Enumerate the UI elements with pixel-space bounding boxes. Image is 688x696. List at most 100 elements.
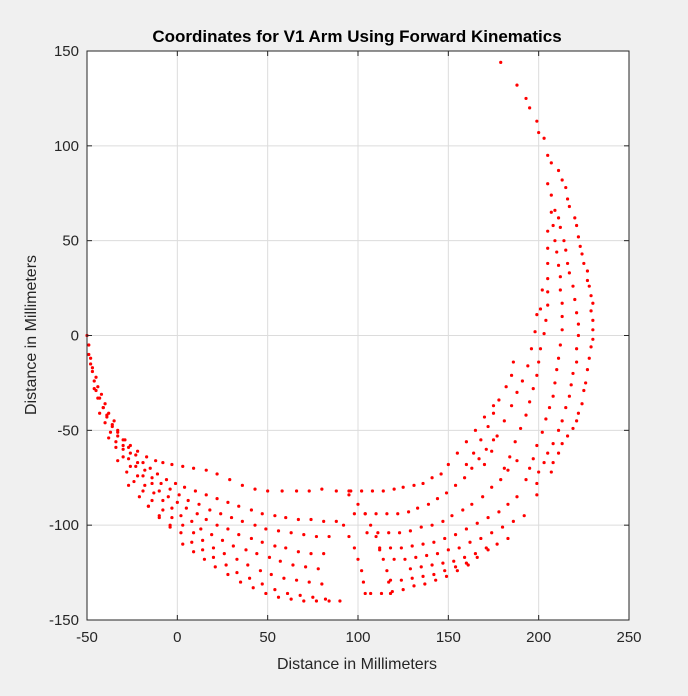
data-point bbox=[450, 514, 454, 518]
data-point bbox=[96, 396, 100, 400]
data-point bbox=[479, 536, 483, 541]
data-point bbox=[224, 563, 228, 567]
data-point bbox=[410, 544, 414, 548]
data-point bbox=[369, 591, 373, 596]
data-point bbox=[571, 284, 575, 288]
data-point bbox=[486, 515, 490, 520]
data-point bbox=[388, 591, 393, 596]
data-point bbox=[387, 580, 391, 584]
x-axis-label: Distance in Millimeters bbox=[277, 656, 437, 673]
data-point bbox=[531, 457, 535, 461]
data-point bbox=[504, 385, 508, 389]
data-point bbox=[580, 252, 584, 256]
data-point bbox=[556, 428, 561, 432]
data-point bbox=[311, 595, 315, 599]
data-point bbox=[87, 343, 91, 347]
data-point bbox=[376, 531, 380, 535]
data-point bbox=[125, 470, 129, 474]
data-point bbox=[157, 489, 161, 493]
data-point bbox=[495, 434, 499, 438]
data-point bbox=[511, 360, 515, 364]
data-point bbox=[564, 185, 568, 190]
data-point bbox=[490, 485, 494, 489]
data-point bbox=[323, 597, 328, 601]
x-axis-ticks: -50 0 50 100 150 200 250 bbox=[76, 51, 642, 646]
data-point bbox=[397, 531, 402, 535]
data-point bbox=[524, 478, 528, 482]
data-point bbox=[134, 464, 138, 468]
data-point bbox=[170, 462, 174, 467]
data-point bbox=[555, 250, 559, 254]
data-point bbox=[121, 443, 125, 448]
data-point bbox=[246, 563, 250, 567]
data-point bbox=[549, 161, 553, 165]
data-point bbox=[201, 548, 205, 552]
data-point bbox=[89, 362, 93, 366]
data-point bbox=[553, 208, 557, 212]
data-point bbox=[537, 360, 541, 364]
data-point bbox=[238, 580, 243, 584]
data-point bbox=[150, 498, 154, 503]
data-point bbox=[455, 451, 459, 455]
data-point bbox=[190, 519, 194, 523]
data-point bbox=[419, 525, 423, 529]
y-tick-label: -100 bbox=[49, 517, 79, 534]
data-point bbox=[542, 460, 546, 465]
data-point bbox=[107, 411, 111, 415]
data-point bbox=[421, 481, 425, 486]
data-point bbox=[381, 557, 385, 561]
data-point bbox=[475, 555, 479, 560]
data-point bbox=[551, 442, 555, 446]
data-point bbox=[584, 381, 588, 385]
data-point bbox=[528, 466, 532, 470]
data-point bbox=[126, 483, 131, 487]
data-point bbox=[341, 523, 346, 527]
data-point bbox=[479, 438, 483, 442]
data-point bbox=[482, 462, 487, 467]
data-point bbox=[573, 216, 577, 220]
data-point bbox=[567, 204, 571, 209]
data-point bbox=[105, 415, 109, 419]
data-point bbox=[540, 430, 544, 434]
data-point bbox=[399, 546, 403, 550]
data-point bbox=[98, 411, 102, 415]
data-point bbox=[141, 474, 145, 478]
data-point bbox=[338, 599, 342, 603]
data-point bbox=[528, 400, 532, 404]
data-point bbox=[249, 508, 254, 512]
data-point bbox=[137, 495, 141, 499]
data-point bbox=[477, 457, 481, 461]
data-point bbox=[432, 572, 436, 577]
data-point bbox=[235, 557, 239, 561]
data-point bbox=[520, 379, 525, 383]
data-point bbox=[546, 246, 550, 250]
data-point bbox=[215, 497, 219, 501]
data-point bbox=[515, 495, 519, 499]
data-point bbox=[535, 443, 539, 448]
data-point bbox=[249, 536, 254, 541]
data-point bbox=[461, 508, 465, 512]
data-point bbox=[443, 569, 447, 573]
data-point bbox=[587, 284, 591, 288]
data-point bbox=[443, 536, 447, 541]
data-point bbox=[564, 405, 568, 410]
data-point bbox=[204, 517, 208, 522]
data-point bbox=[219, 512, 223, 516]
data-point bbox=[470, 502, 474, 506]
data-point bbox=[181, 464, 185, 468]
data-point bbox=[154, 459, 158, 463]
data-point bbox=[542, 136, 546, 140]
data-point bbox=[191, 550, 196, 554]
data-point bbox=[425, 553, 429, 558]
data-point bbox=[491, 438, 496, 442]
data-point bbox=[273, 514, 277, 518]
data-point bbox=[591, 328, 595, 332]
data-point bbox=[558, 288, 562, 292]
data-point bbox=[260, 540, 264, 544]
data-point bbox=[432, 540, 436, 544]
data-point bbox=[582, 388, 586, 393]
data-point bbox=[560, 301, 564, 305]
data-point bbox=[499, 478, 503, 482]
data-point bbox=[166, 495, 170, 499]
